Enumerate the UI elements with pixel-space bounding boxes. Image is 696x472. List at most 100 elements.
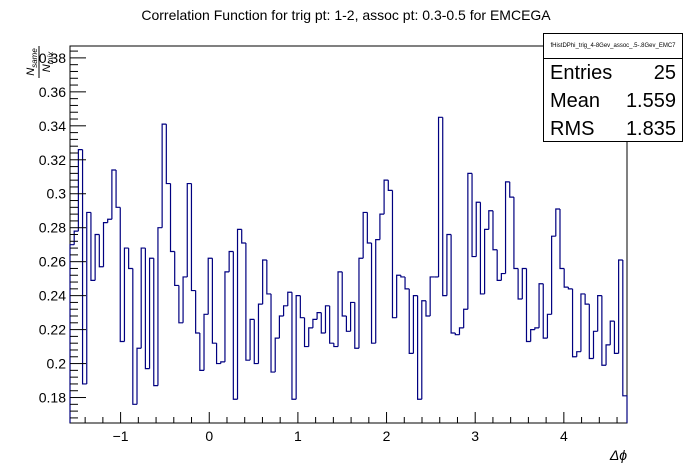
histogram-bin [345,316,351,332]
histogram-bin [446,233,452,296]
histogram-bin [249,318,255,361]
histogram-bin [492,210,498,251]
histogram-bin [370,242,376,344]
histogram-bin [174,251,179,287]
y-axis-label: Nsame Nmix [25,46,55,78]
histogram-bin [521,267,527,300]
histogram-bin [128,248,133,270]
histogram-bin [102,222,108,267]
histogram-bin [391,190,397,319]
histogram-bin [287,291,292,306]
histogram-bin [454,332,460,336]
histogram-bin [517,268,523,300]
histogram-bin [90,212,96,281]
histogram-bin [618,259,623,354]
histogram-bin [320,312,326,334]
histogram-bin [567,287,573,290]
histogram-bin [119,207,125,343]
histogram-bin [534,327,540,330]
y-tick-label: 0.18 [39,390,66,406]
y-tick-label: 0.26 [39,254,66,270]
histogram-bin [266,259,272,295]
histogram-bin [404,276,410,290]
x-tick-label: 0 [205,428,213,444]
stats-histogram-name: fHistDPhi_trig_4-8Gev_assoc_.5-.8Gev_EMC… [544,34,682,59]
histogram-bin [609,320,615,345]
histogram-bin [111,169,117,220]
histogram-bin [613,321,619,354]
stats-entries-label: Entries [550,61,613,84]
histogram-bin [190,183,196,292]
stats-box: fHistDPhi_trig_4-8Gev_assoc_.5-.8Gev_EMC… [543,33,683,142]
stats-rms-value: 1.835 [625,117,676,140]
histogram-bin [211,258,217,344]
histogram-bin [592,330,598,359]
histogram-bin [375,238,380,344]
histogram-bin [601,295,607,366]
histogram-bin [274,337,280,373]
histogram-bin [467,172,473,310]
y-tick-label: 0.28 [39,220,66,236]
histogram-bin [308,327,313,347]
histogram-bin [475,201,481,257]
stats-row-entries: Entries 25 [544,59,682,87]
histogram-bin [488,210,493,230]
histogram-bin [262,259,267,305]
histogram-bin [303,317,309,348]
histogram-bin [148,257,154,369]
histogram-bin [442,117,447,297]
histogram-bin [228,250,234,272]
histogram-bin [622,259,628,423]
svg-text:Nsame: Nsame [25,48,39,76]
histogram-bin [199,332,205,371]
histogram-bin [421,300,426,400]
histogram-bin [400,275,406,278]
histogram-bin [580,293,586,352]
histogram-bin [203,313,209,371]
histogram-bin [253,319,259,365]
histogram-bin [94,233,100,281]
histogram-bin [333,343,339,348]
histogram-bin [509,181,514,198]
svg-text:Nmix: Nmix [41,51,55,72]
histogram-bin [525,268,531,343]
histogram-bin [417,295,422,400]
histogram-bin [479,202,485,295]
histogram-bin [450,234,456,334]
histogram-bin [463,308,468,328]
x-axis-label: Δϕ [609,447,627,463]
histogram-bin [563,268,569,288]
histogram-bin [282,305,288,317]
histogram-bin [115,169,121,208]
x-tick-label: 1 [294,428,302,444]
histogram-bin [207,257,213,315]
histogram-bin [169,183,175,253]
histogram-bin [241,229,246,244]
histogram-bin [425,300,431,317]
y-tick-label: 0.3 [47,186,67,202]
histogram-bin [215,343,221,365]
histogram-bin [316,312,322,320]
histogram-bin [195,290,200,334]
histogram-bin [178,285,184,324]
histogram-bin [312,318,318,328]
histogram-bin [232,251,238,400]
histogram-bin [295,295,301,400]
histogram-bin [165,124,171,185]
y-label-denominator-sub: mix [46,51,55,64]
y-tick-label: 0.24 [39,288,66,304]
histogram-bin [471,173,477,258]
histogram-bin [245,242,251,361]
stats-rms-label: RMS [550,117,595,140]
y-tick-label: 0.32 [39,152,66,168]
histogram-bin [408,288,414,354]
y-label-numerator-sub: same [30,48,39,68]
y-label-denominator: N [41,64,53,72]
histogram-bin [366,212,372,244]
histogram-bin [542,283,548,339]
histogram-bin [140,247,146,349]
histogram-bin [220,361,225,364]
histogram-bin [291,292,297,400]
stats-entries-value: 25 [653,61,676,84]
stats-row-mean: Mean 1.559 [544,87,682,115]
